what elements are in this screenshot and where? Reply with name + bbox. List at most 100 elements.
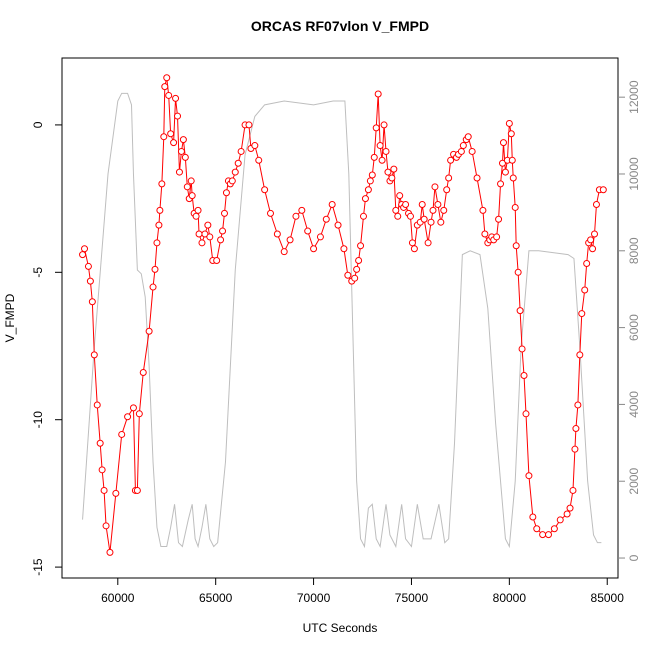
data-point bbox=[165, 91, 173, 99]
data-point bbox=[505, 119, 513, 127]
data-point bbox=[410, 245, 418, 253]
data-point bbox=[382, 147, 390, 155]
data-point bbox=[96, 439, 104, 447]
data-point bbox=[98, 466, 106, 474]
data-point bbox=[133, 486, 141, 494]
data-point bbox=[374, 90, 382, 98]
data-point bbox=[172, 94, 180, 102]
data-point bbox=[589, 245, 597, 253]
data-point bbox=[464, 133, 472, 141]
y2-tick-label: 10000 bbox=[627, 157, 641, 191]
data-point bbox=[160, 133, 168, 141]
data-point bbox=[388, 174, 396, 182]
data-point bbox=[533, 525, 541, 533]
data-point bbox=[437, 218, 445, 226]
data-point bbox=[124, 413, 132, 421]
data-point bbox=[334, 221, 342, 229]
data-point bbox=[501, 168, 509, 176]
data-point bbox=[592, 201, 600, 209]
data-point bbox=[392, 206, 400, 214]
data-point bbox=[245, 121, 253, 129]
data-point bbox=[267, 209, 274, 217]
data-point bbox=[155, 221, 163, 229]
data-point bbox=[508, 156, 516, 164]
data-point bbox=[231, 168, 239, 176]
data-point bbox=[102, 522, 110, 530]
data-point bbox=[79, 251, 87, 259]
data-point bbox=[167, 130, 175, 138]
data-point bbox=[394, 212, 402, 220]
data-point bbox=[424, 239, 432, 247]
data-point bbox=[512, 242, 520, 250]
data-point bbox=[261, 186, 269, 194]
data-point bbox=[481, 230, 489, 238]
data-point bbox=[273, 230, 281, 238]
data-point bbox=[447, 156, 455, 164]
data-point bbox=[511, 203, 519, 211]
data-point bbox=[153, 239, 161, 247]
y-tick-label: -5 bbox=[31, 267, 45, 278]
data-point bbox=[420, 215, 428, 223]
data-point bbox=[376, 142, 384, 150]
data-point bbox=[556, 516, 564, 524]
data-point bbox=[572, 425, 580, 433]
data-point bbox=[181, 153, 189, 161]
data-point bbox=[459, 142, 467, 150]
data-point bbox=[188, 192, 196, 200]
data-point bbox=[563, 510, 571, 518]
data-point bbox=[304, 227, 312, 235]
data-point bbox=[457, 147, 465, 155]
data-point bbox=[145, 327, 153, 335]
data-point bbox=[581, 286, 589, 294]
data-point bbox=[372, 124, 380, 132]
data-point bbox=[195, 230, 203, 238]
data-point bbox=[390, 165, 398, 173]
data-point bbox=[574, 401, 582, 409]
data-point bbox=[213, 257, 221, 265]
data-point bbox=[522, 410, 530, 418]
data-point bbox=[431, 183, 439, 191]
data-point bbox=[161, 83, 169, 91]
data-point bbox=[550, 525, 558, 533]
data-point bbox=[479, 206, 487, 214]
data-point bbox=[378, 156, 386, 164]
x-tick-label: 75000 bbox=[395, 591, 429, 605]
data-point bbox=[576, 351, 584, 359]
data-point bbox=[280, 248, 288, 256]
data-point bbox=[569, 486, 577, 494]
data-point bbox=[198, 239, 206, 247]
y-tick-label: -10 bbox=[31, 411, 45, 429]
data-point bbox=[353, 265, 361, 273]
data-point bbox=[566, 504, 574, 512]
data-point bbox=[591, 230, 599, 238]
data-point bbox=[499, 139, 507, 147]
data-point bbox=[139, 369, 147, 377]
data-point bbox=[177, 147, 185, 155]
data-line bbox=[82, 77, 604, 553]
data-point bbox=[351, 274, 359, 282]
data-point bbox=[578, 310, 586, 318]
y2-tick-label: 8000 bbox=[627, 237, 641, 264]
data-point bbox=[93, 401, 101, 409]
data-point bbox=[316, 233, 324, 241]
data-point bbox=[183, 183, 191, 191]
data-point bbox=[366, 177, 374, 185]
x-tick-label: 60000 bbox=[101, 591, 135, 605]
data-point bbox=[539, 531, 547, 539]
y2-tick-label: 6000 bbox=[627, 314, 641, 341]
data-point bbox=[571, 445, 579, 453]
data-point bbox=[473, 174, 481, 182]
x-axis-label: UTC Seconds bbox=[303, 621, 378, 635]
data-point bbox=[368, 171, 376, 179]
data-point bbox=[219, 227, 227, 235]
data-point bbox=[359, 212, 367, 220]
data-point bbox=[179, 136, 187, 144]
data-point bbox=[222, 189, 230, 197]
data-point bbox=[545, 531, 552, 539]
data-point bbox=[175, 168, 183, 176]
data-point bbox=[255, 156, 263, 164]
data-point bbox=[187, 177, 195, 185]
data-point bbox=[298, 206, 306, 214]
data-point bbox=[408, 239, 416, 247]
data-point bbox=[440, 206, 448, 214]
